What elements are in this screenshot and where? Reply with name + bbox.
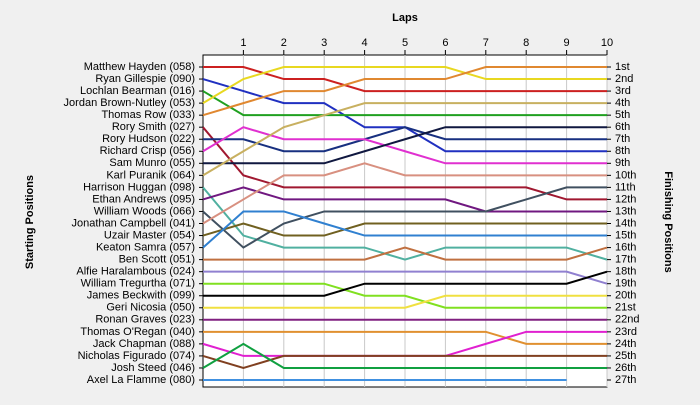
series-line bbox=[202, 210, 607, 249]
finish-label: 11th bbox=[615, 181, 636, 193]
series-line bbox=[203, 282, 607, 309]
start-label: Richard Crisp (056) bbox=[100, 145, 195, 157]
finish-label: 1st bbox=[615, 61, 630, 73]
finish-label: 20th bbox=[615, 290, 636, 302]
x-tick-label: 7 bbox=[483, 37, 489, 49]
start-label: Matthew Hayden (058) bbox=[84, 61, 195, 73]
finish-label: 2nd bbox=[615, 73, 633, 85]
start-label: Rory Smith (027) bbox=[112, 121, 195, 133]
finish-label: 19th bbox=[615, 278, 636, 290]
start-label: Josh Steed (046) bbox=[111, 362, 195, 374]
finish-label: 15th bbox=[615, 229, 636, 241]
series-line bbox=[202, 102, 607, 177]
series-line bbox=[202, 222, 607, 237]
finish-label: 18th bbox=[615, 266, 636, 278]
series-line bbox=[202, 186, 608, 261]
finish-label: 25th bbox=[615, 350, 636, 362]
series-line bbox=[203, 270, 608, 285]
finish-label: 24th bbox=[615, 338, 636, 350]
start-label: Ronan Graves (023) bbox=[95, 314, 195, 326]
finish-label: 6th bbox=[615, 121, 630, 133]
start-label: Harrison Huggan (098) bbox=[83, 181, 195, 193]
start-label: Uzair Master (054) bbox=[104, 229, 195, 241]
finish-label: 10th bbox=[615, 169, 636, 181]
finish-label: 26th bbox=[615, 362, 636, 374]
series-line bbox=[203, 330, 607, 345]
start-label: Thomas Row (033) bbox=[101, 109, 195, 121]
start-label: Jack Chapman (088) bbox=[93, 338, 195, 350]
start-label: James Beckwith (099) bbox=[87, 290, 195, 302]
start-label: Ben Scott (051) bbox=[119, 254, 195, 266]
finish-label: 14th bbox=[615, 217, 636, 229]
start-label: William Woods (066) bbox=[94, 205, 195, 217]
start-label: Sam Munro (055) bbox=[109, 157, 195, 169]
finish-label: 12th bbox=[615, 193, 636, 205]
finish-label: 22nd bbox=[615, 314, 639, 326]
finish-label: 17th bbox=[615, 254, 636, 266]
start-label: Karl Puranik (064) bbox=[106, 169, 195, 181]
start-label: Ethan Andrews (095) bbox=[92, 193, 195, 205]
finish-label: 16th bbox=[615, 241, 636, 253]
start-label: Alfie Haralambous (024) bbox=[76, 266, 195, 278]
x-tick-label: 10 bbox=[601, 37, 613, 49]
series-line bbox=[203, 294, 607, 309]
x-tick-label: 9 bbox=[564, 37, 570, 49]
finish-label: 23rd bbox=[615, 326, 637, 338]
series-line bbox=[203, 126, 607, 153]
finish-label: 8th bbox=[615, 145, 630, 157]
x-tick-label: 8 bbox=[523, 37, 529, 49]
series-line bbox=[202, 342, 607, 369]
series-line bbox=[202, 186, 607, 213]
x-tick-label: 5 bbox=[402, 37, 408, 49]
finish-label: 4th bbox=[615, 97, 630, 109]
x-tick-label: 1 bbox=[240, 37, 246, 49]
finish-label: 9th bbox=[615, 157, 630, 169]
start-label: Nicholas Figurado (074) bbox=[78, 350, 195, 362]
series-line bbox=[203, 270, 608, 297]
start-label: Ryan Gillespie (090) bbox=[95, 73, 195, 85]
x-tick-label: 6 bbox=[442, 37, 448, 49]
series-line bbox=[202, 90, 607, 117]
series-line bbox=[203, 246, 608, 261]
start-label: Geri Nicosia (050) bbox=[106, 302, 195, 314]
start-label: Jonathan Campbell (041) bbox=[71, 217, 195, 229]
start-label: Keaton Samra (057) bbox=[96, 241, 195, 253]
finish-label: 3rd bbox=[615, 85, 631, 97]
start-label: William Tregurtha (071) bbox=[81, 278, 195, 290]
y2-axis-label: Finishing Positions bbox=[662, 171, 674, 272]
series-line bbox=[203, 66, 607, 93]
x-tick-label: 4 bbox=[362, 37, 368, 49]
series-line bbox=[202, 162, 607, 225]
finish-label: 21st bbox=[615, 302, 636, 314]
start-label: Lochlan Bearman (016) bbox=[80, 85, 195, 97]
finish-label: 5th bbox=[615, 109, 630, 121]
series-line bbox=[202, 66, 607, 117]
start-label: Rory Hudson (022) bbox=[102, 133, 195, 145]
start-label: Jordan Brown-Nutley (053) bbox=[64, 97, 195, 109]
chart-title: Laps bbox=[392, 12, 418, 24]
series-line bbox=[202, 66, 607, 104]
finish-label: 13th bbox=[615, 205, 636, 217]
start-label: Thomas O'Regan (040) bbox=[80, 326, 195, 338]
finish-label: 27th bbox=[615, 374, 636, 386]
y-axis-label: Starting Positions bbox=[24, 175, 36, 269]
finish-label: 7th bbox=[615, 133, 630, 145]
x-tick-label: 2 bbox=[281, 37, 287, 49]
start-label: Axel La Flamme (080) bbox=[87, 374, 195, 386]
series-line bbox=[203, 126, 607, 165]
x-tick-label: 3 bbox=[321, 37, 327, 49]
